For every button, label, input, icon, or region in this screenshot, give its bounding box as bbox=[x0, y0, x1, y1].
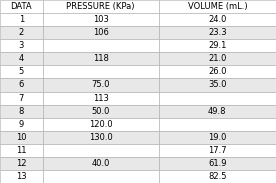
Bar bbox=[43, 170, 159, 183]
Bar bbox=[159, 26, 276, 39]
Bar bbox=[159, 65, 276, 79]
Bar bbox=[43, 118, 159, 131]
Bar bbox=[43, 39, 159, 52]
Bar bbox=[159, 52, 276, 65]
Text: 40.0: 40.0 bbox=[92, 159, 110, 168]
Text: 6: 6 bbox=[19, 81, 24, 89]
Bar bbox=[159, 13, 276, 26]
Bar bbox=[159, 144, 276, 157]
Bar bbox=[0, 26, 43, 39]
Text: 21.0: 21.0 bbox=[208, 54, 227, 63]
Bar bbox=[43, 79, 159, 92]
Bar bbox=[0, 170, 43, 183]
Text: 106: 106 bbox=[93, 28, 109, 37]
Text: 35.0: 35.0 bbox=[208, 81, 227, 89]
Bar bbox=[0, 118, 43, 131]
Text: PRESSURE (KPa): PRESSURE (KPa) bbox=[67, 2, 135, 11]
Text: 75.0: 75.0 bbox=[91, 81, 110, 89]
Text: 17.7: 17.7 bbox=[208, 146, 227, 155]
Bar bbox=[43, 52, 159, 65]
Bar bbox=[159, 79, 276, 92]
Bar bbox=[159, 104, 276, 118]
Bar bbox=[0, 39, 43, 52]
Text: 120.0: 120.0 bbox=[89, 120, 113, 129]
Text: 26.0: 26.0 bbox=[208, 67, 227, 76]
Bar bbox=[159, 39, 276, 52]
Bar bbox=[159, 118, 276, 131]
Bar bbox=[0, 79, 43, 92]
Bar bbox=[0, 144, 43, 157]
Text: 12: 12 bbox=[16, 159, 27, 168]
Text: 113: 113 bbox=[93, 94, 109, 102]
Bar bbox=[43, 92, 159, 104]
Text: 11: 11 bbox=[16, 146, 27, 155]
Bar bbox=[43, 13, 159, 26]
Text: 8: 8 bbox=[19, 107, 24, 116]
Bar bbox=[159, 92, 276, 104]
Text: 29.1: 29.1 bbox=[208, 41, 227, 50]
Bar bbox=[0, 0, 43, 13]
Bar bbox=[43, 157, 159, 170]
Text: 49.8: 49.8 bbox=[208, 107, 227, 116]
Bar bbox=[43, 131, 159, 144]
Text: 5: 5 bbox=[19, 67, 24, 76]
Bar bbox=[159, 131, 276, 144]
Text: 82.5: 82.5 bbox=[208, 172, 227, 181]
Text: 103: 103 bbox=[93, 15, 109, 24]
Text: 130.0: 130.0 bbox=[89, 133, 113, 142]
Text: 10: 10 bbox=[16, 133, 27, 142]
Bar bbox=[159, 157, 276, 170]
Bar bbox=[0, 131, 43, 144]
Bar bbox=[0, 92, 43, 104]
Bar bbox=[0, 52, 43, 65]
Text: 9: 9 bbox=[19, 120, 24, 129]
Bar bbox=[43, 0, 159, 13]
Text: 4: 4 bbox=[19, 54, 24, 63]
Text: 2: 2 bbox=[19, 28, 24, 37]
Text: VOLUME (mL.): VOLUME (mL.) bbox=[187, 2, 247, 11]
Text: 13: 13 bbox=[16, 172, 27, 181]
Text: 61.9: 61.9 bbox=[208, 159, 227, 168]
Text: 7: 7 bbox=[19, 94, 24, 102]
Text: 118: 118 bbox=[93, 54, 109, 63]
Text: DATA: DATA bbox=[10, 2, 32, 11]
Bar bbox=[43, 65, 159, 79]
Text: 24.0: 24.0 bbox=[208, 15, 227, 24]
Text: 3: 3 bbox=[19, 41, 24, 50]
Bar bbox=[43, 26, 159, 39]
Bar bbox=[0, 65, 43, 79]
Bar bbox=[0, 13, 43, 26]
Bar bbox=[159, 0, 276, 13]
Bar bbox=[0, 104, 43, 118]
Text: 23.3: 23.3 bbox=[208, 28, 227, 37]
Bar bbox=[43, 104, 159, 118]
Text: 50.0: 50.0 bbox=[92, 107, 110, 116]
Text: 19.0: 19.0 bbox=[208, 133, 227, 142]
Bar bbox=[43, 144, 159, 157]
Bar bbox=[0, 157, 43, 170]
Bar bbox=[159, 170, 276, 183]
Text: 1: 1 bbox=[19, 15, 24, 24]
